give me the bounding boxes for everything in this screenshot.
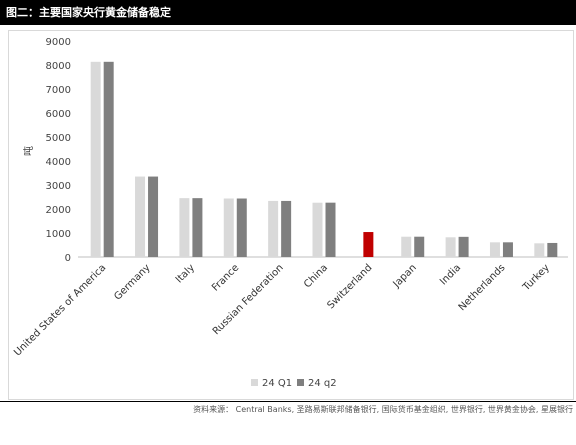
legend-swatch-q2: [297, 379, 304, 386]
bar-q2: [458, 236, 469, 257]
x-tick-label: Netherlands: [457, 262, 508, 313]
y-axis-label: 吨: [22, 146, 35, 156]
x-tick-label: United States of America: [12, 262, 108, 358]
source-note: 资料来源： Central Banks, 圣路易斯联邦储备银行, 国际货币基金组…: [193, 405, 573, 414]
x-tick-label: Turkey: [520, 262, 552, 294]
x-tick-label: Japan: [391, 262, 419, 290]
y-tick-label: 7000: [46, 85, 71, 96]
x-tick-label: Italy: [174, 262, 197, 285]
y-tick-label: 8000: [46, 61, 71, 72]
bar-q2: [547, 242, 558, 257]
bar-q1: [90, 61, 101, 257]
bar-q2: [414, 236, 425, 257]
chart-frame: [8, 30, 574, 400]
bar-q2: [192, 198, 203, 257]
y-tick-label: 2000: [46, 205, 71, 216]
bar-q1: [489, 242, 500, 257]
y-tick-label: 4000: [46, 157, 71, 168]
bar-q1: [312, 202, 323, 257]
bar-q1: [268, 200, 279, 257]
category-labels: United States of America Germany Italy Fran…: [12, 262, 552, 358]
bar-q1: [135, 176, 146, 257]
bar-q1: [534, 243, 545, 257]
y-tick-label: 0: [65, 253, 71, 264]
bar-q2: [281, 200, 292, 257]
bar-q1: [223, 198, 234, 257]
bars: [90, 61, 558, 257]
x-tick-label: Germany: [112, 262, 152, 302]
bar-chart: 吨 0100020003000400050006000700080009000 …: [12, 37, 568, 389]
y-tick-label: 9000: [46, 37, 71, 48]
y-tick-label: 6000: [46, 109, 71, 120]
bar-q1: [179, 198, 190, 257]
chart-title: 图二：主要国家央行黄金储备稳定: [0, 0, 576, 25]
y-tick-label: 3000: [46, 181, 71, 192]
bar-q1: [445, 237, 456, 257]
y-tick-label: 1000: [46, 229, 71, 240]
legend-label-q2: 24 q2: [308, 378, 337, 389]
bar-q2: [325, 202, 336, 257]
bar-q2: [103, 61, 114, 257]
legend-label-q1: 24 Q1: [262, 378, 292, 389]
bar-q2: [502, 242, 513, 257]
y-tick-labels: 0 1000 2000 3000 4000 5000 6000 7000 8000 9000: [46, 37, 71, 264]
x-tick-label: Switzerland: [325, 262, 374, 311]
legend-swatch-q1: [251, 379, 258, 386]
x-tick-label: China: [302, 262, 330, 290]
bar-q2: [363, 232, 374, 257]
bar-q2: [148, 176, 159, 257]
y-tick-label: 5000: [46, 133, 71, 144]
bar-q2: [236, 198, 247, 257]
x-tick-label: India: [438, 262, 463, 287]
legend: 24 Q1 24 q2: [251, 378, 337, 389]
x-tick-label: France: [210, 262, 241, 293]
bottom-rule: [0, 401, 576, 402]
bar-q1: [401, 236, 412, 257]
